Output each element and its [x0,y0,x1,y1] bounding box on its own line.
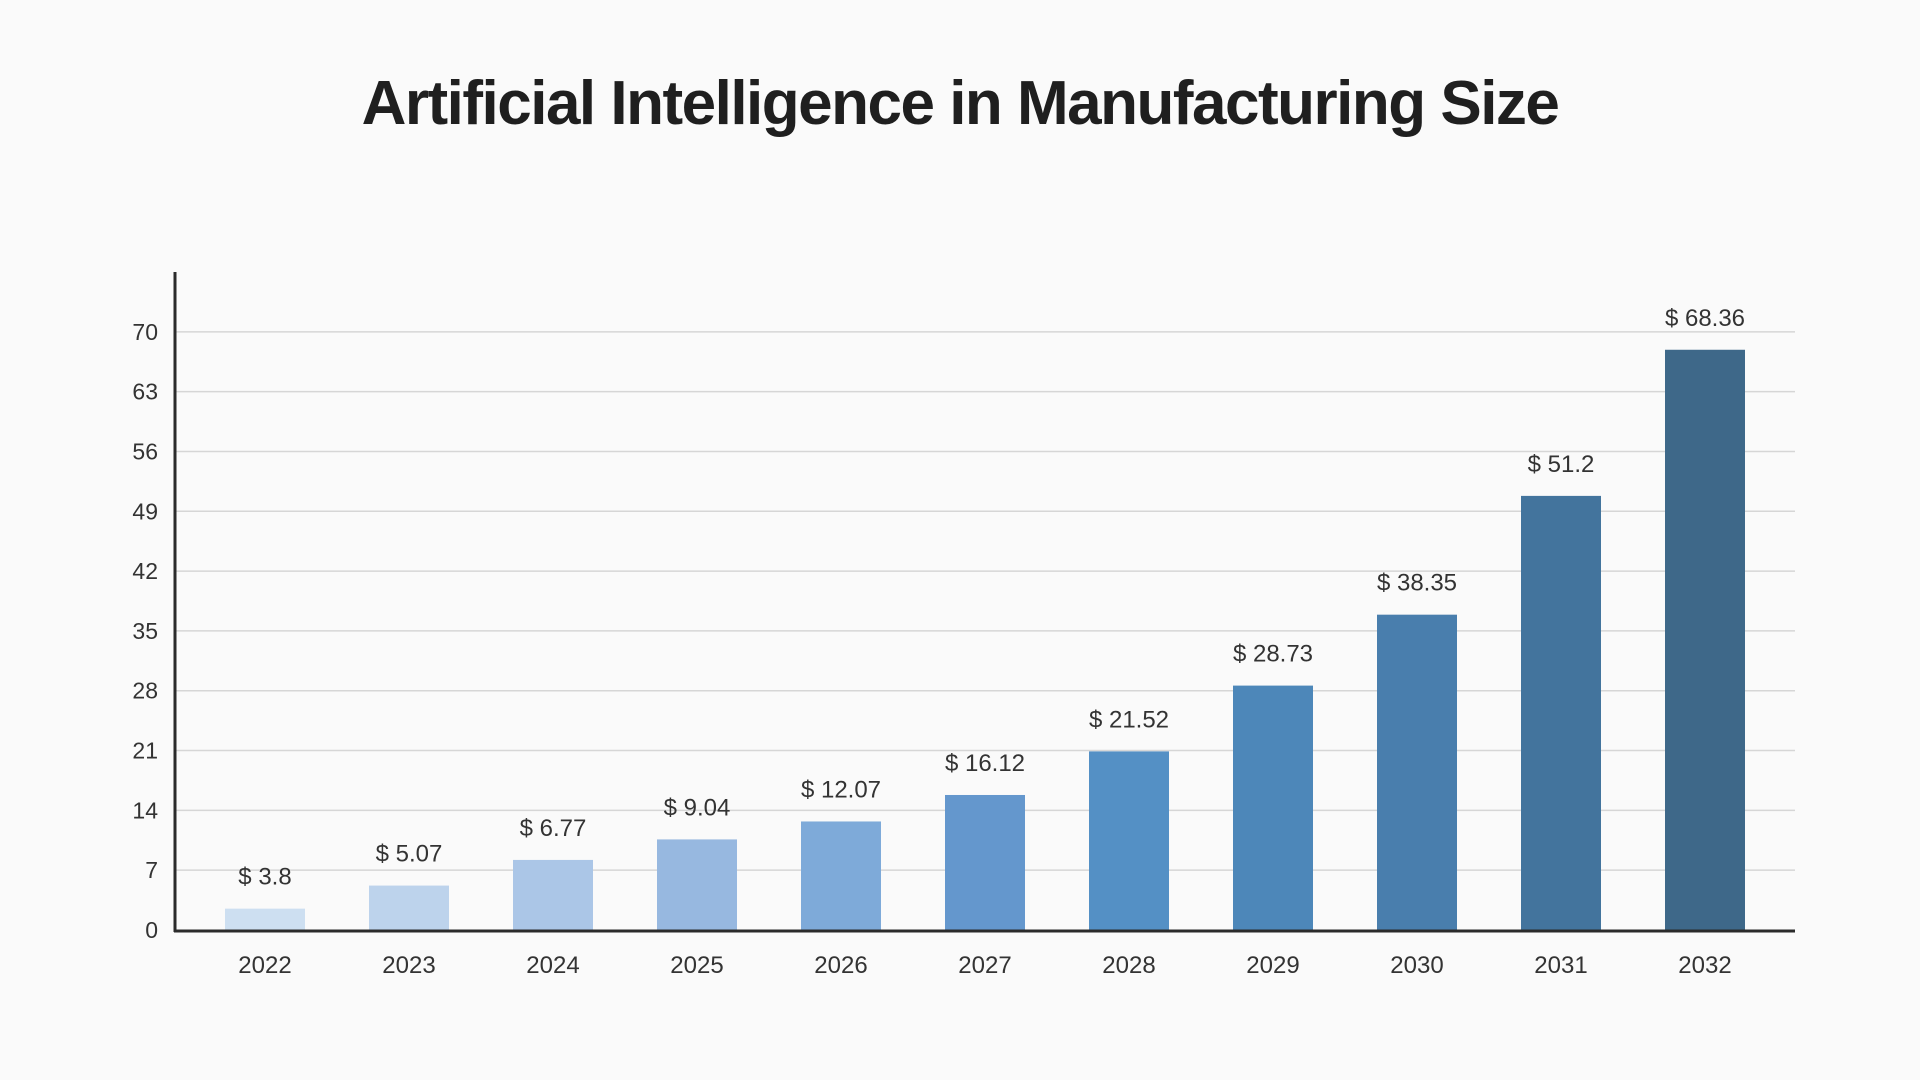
bar-2027 [945,794,1025,930]
data-label-2030: $ 38.35 [1377,570,1457,597]
y-axis-ticks: 0 7 14 21 28 35 42 49 56 63 70 [132,319,158,943]
data-label-2024: $ 6.77 [520,815,587,842]
x-tick-label: 2022 [238,952,291,979]
y-tick-label: 35 [132,618,158,644]
data-label-2028: $ 21.52 [1089,706,1169,733]
y-tick-label: 63 [132,379,158,405]
x-tick-label: 2023 [382,952,435,979]
bar-2024 [513,859,593,930]
bar-2022 [225,908,305,930]
chart-title: Artificial Intelligence in Manufacturing… [361,69,1560,138]
y-tick-label: 0 [145,917,158,943]
data-label-2027: $ 16.12 [945,750,1025,777]
data-label-2025: $ 9.04 [664,794,731,821]
y-tick-label: 7 [145,857,158,883]
x-tick-label: 2032 [1678,952,1731,979]
x-axis-ticks: 2022 2023 2024 2025 2026 2027 2028 2029 2030 2031… [238,952,1731,979]
x-tick-label: 2028 [1102,952,1155,979]
data-label-2023: $ 5.07 [376,841,443,868]
y-tick-label: 70 [132,319,158,345]
y-tick-label: 14 [132,797,158,823]
data-label-2031: $ 51.2 [1528,451,1595,478]
x-tick-label: 2024 [526,952,579,979]
bars [225,349,1745,930]
y-tick-label: 21 [132,738,158,764]
bar-2029 [1233,685,1313,930]
y-tick-label: 49 [132,498,158,524]
bar-2028 [1089,751,1169,930]
data-labels: $ 3.8 $ 5.07 $ 6.77 $ 9.04 $ 12.07 $ 16.12 $ 2… [238,305,1745,891]
data-label-2032: $ 68.36 [1665,305,1745,332]
data-label-2029: $ 28.73 [1233,641,1313,668]
data-label-2022: $ 3.8 [238,864,291,891]
bar-2031 [1521,495,1601,930]
x-tick-label: 2027 [958,952,1011,979]
axes [173,272,1795,933]
x-tick-label: 2030 [1390,952,1443,979]
x-tick-label: 2026 [814,952,867,979]
bar-2032 [1665,349,1745,930]
bar-2026 [801,821,881,930]
bar-2023 [369,885,449,930]
bar-2025 [657,839,737,930]
y-tick-label: 42 [132,558,158,584]
y-tick-label: 56 [132,438,158,464]
x-tick-label: 2029 [1246,952,1299,979]
bar-2030 [1377,614,1457,930]
y-tick-label: 28 [132,678,158,704]
x-tick-label: 2031 [1534,952,1587,979]
data-label-2026: $ 12.07 [801,776,881,803]
x-tick-label: 2025 [670,952,723,979]
